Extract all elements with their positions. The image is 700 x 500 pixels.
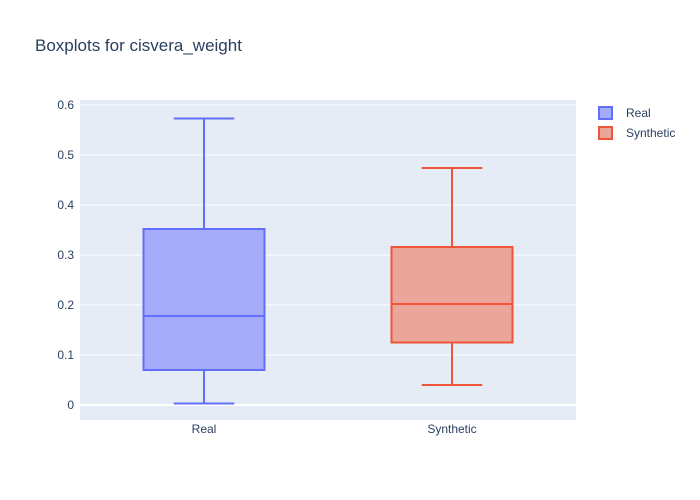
- x-axis-ticks: Real Synthetic: [192, 422, 477, 436]
- legend-swatch: [598, 106, 613, 120]
- x-tick-label: Real: [192, 422, 217, 436]
- x-tick-label: Synthetic: [427, 422, 476, 436]
- iqr-box: [142, 228, 266, 371]
- box-real[interactable]: [142, 117, 266, 405]
- legend-item-real[interactable]: Real: [598, 106, 651, 120]
- y-axis-ticks: 0 0.1 0.2 0.3 0.4 0.5 0.6: [57, 98, 74, 412]
- y-tick-label: 0.6: [57, 98, 74, 112]
- y-tick-label: 0.5: [57, 148, 74, 162]
- iqr-box: [390, 246, 514, 344]
- legend[interactable]: Real Synthetic: [598, 106, 675, 140]
- box-synthetic[interactable]: [390, 167, 514, 386]
- y-tick-label: 0.2: [57, 298, 74, 312]
- y-tick-label: 0.1: [57, 348, 74, 362]
- legend-item-synthetic[interactable]: Synthetic: [598, 126, 675, 140]
- legend-label: Real: [626, 106, 651, 120]
- chart-title: Boxplots for cisvera_weight: [35, 36, 242, 55]
- legend-swatch: [598, 126, 613, 140]
- y-tick-label: 0: [67, 398, 74, 412]
- y-tick-label: 0.3: [57, 248, 74, 262]
- legend-label: Synthetic: [626, 126, 675, 140]
- box-layer: [142, 117, 514, 405]
- y-tick-label: 0.4: [57, 198, 74, 212]
